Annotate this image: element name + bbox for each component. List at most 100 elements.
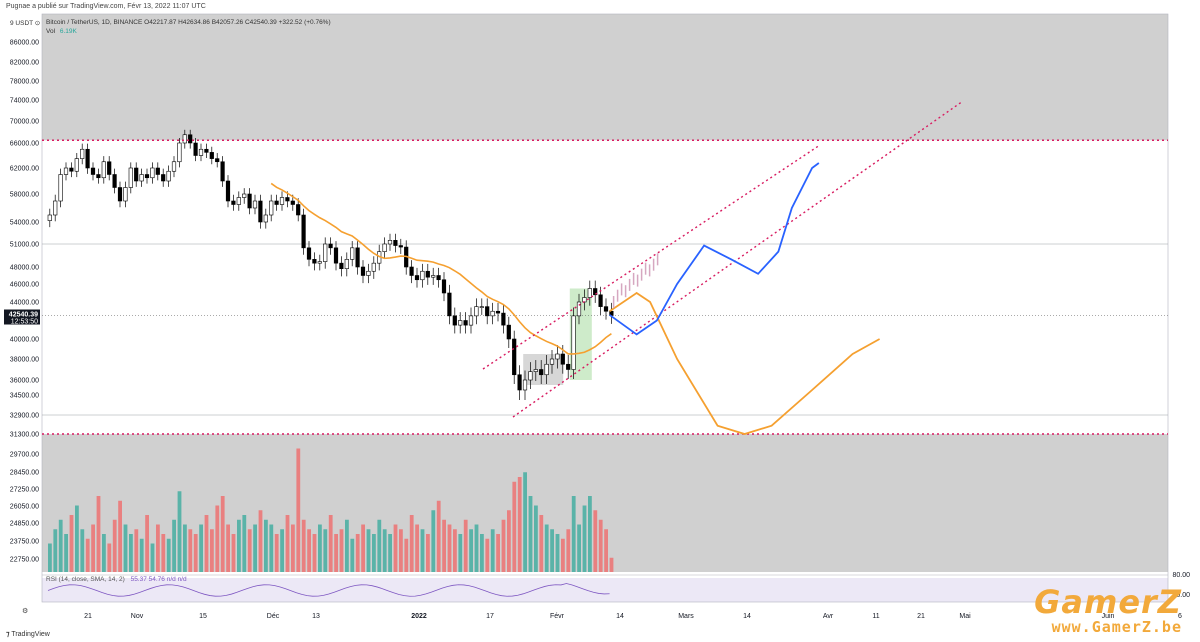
- volume-bar: [323, 529, 328, 572]
- x-tick-label: Avr: [823, 613, 834, 620]
- candle-body: [566, 363, 571, 370]
- candle-body: [96, 174, 101, 179]
- footer-brand[interactable]: ⁊ TradingView: [6, 630, 50, 638]
- volume-bar: [539, 515, 544, 572]
- currency-label: 9 USDT ⊙: [10, 20, 41, 27]
- volume-bar: [296, 448, 301, 572]
- price-tick-label: 34500.00: [10, 393, 39, 400]
- volume-bar: [431, 510, 436, 572]
- x-tick-label: Mai: [959, 613, 971, 620]
- price-tag-bg: [4, 309, 40, 325]
- volume-bar: [555, 534, 560, 572]
- overlays-layer: [42, 100, 1168, 597]
- candle-body: [425, 270, 430, 278]
- candle-body: [333, 247, 339, 264]
- candle-body: [414, 275, 420, 281]
- volume-bar: [415, 524, 419, 572]
- candle-body: [107, 161, 112, 175]
- candle-body: [85, 148, 90, 169]
- volume-tick-label: 27250.00: [10, 487, 39, 494]
- volume-bar: [156, 524, 160, 572]
- volume-bar: [490, 529, 495, 572]
- candle-body: [252, 200, 258, 209]
- candle-body: [339, 262, 344, 269]
- candle-body: [490, 310, 495, 317]
- candle-body: [204, 148, 209, 153]
- volume-bar: [210, 529, 214, 572]
- candle-body: [366, 270, 371, 276]
- candle-body: [479, 306, 484, 308]
- candle-body: [593, 288, 598, 296]
- volume-bar: [48, 543, 52, 572]
- channel-lower: [512, 100, 964, 418]
- candle-body: [328, 243, 333, 249]
- candle-body: [296, 204, 301, 216]
- rsi-line: [47, 583, 610, 597]
- volume-bar: [501, 519, 506, 572]
- volume-bar: [69, 515, 74, 572]
- gear-icon[interactable]: ⚙: [22, 608, 29, 615]
- candle-body: [263, 214, 268, 223]
- candle-body: [501, 312, 506, 326]
- volume-bar: [172, 519, 176, 572]
- volume-bar: [469, 529, 473, 572]
- price-tag-timer: 12:53:50: [11, 319, 38, 326]
- x-tick-label: 14: [616, 613, 624, 620]
- volume-bar: [274, 534, 279, 572]
- price-tick-label: 31300.00: [10, 432, 39, 439]
- candle-body: [387, 240, 393, 245]
- volume-tick-label: 29700.00: [10, 452, 39, 459]
- x-tick-label: 15: [199, 613, 207, 620]
- volume-bar: [177, 491, 182, 572]
- candle-body: [290, 200, 295, 205]
- volume-bar: [507, 510, 511, 572]
- candle-body: [53, 200, 58, 216]
- candle-body: [409, 266, 414, 276]
- x-tick-label: 21: [917, 613, 925, 620]
- candle-body: [420, 270, 425, 281]
- vol-label: Vol: [46, 28, 56, 35]
- volume-bar: [318, 524, 322, 572]
- price-tick-label: 36000.00: [10, 378, 39, 385]
- candle-body: [112, 174, 117, 188]
- volume-bar: [393, 524, 398, 572]
- candle-body: [576, 301, 582, 317]
- volume-bar: [528, 496, 533, 572]
- projection-orange: [609, 291, 881, 435]
- rsi-tick-label: 80.00: [1172, 572, 1190, 579]
- candle-body: [533, 369, 538, 372]
- plot-border: [41, 13, 1169, 603]
- volume-bar: [350, 538, 355, 572]
- price-tick-label: 70000.00: [10, 119, 39, 126]
- candle-body: [80, 148, 85, 159]
- candle-body: [360, 266, 366, 276]
- volume-tick-label: 24850.00: [10, 521, 39, 528]
- volume-bar: [220, 496, 225, 572]
- volume-bar: [258, 510, 263, 572]
- candle-body: [69, 167, 74, 172]
- volume-bar: [280, 529, 284, 572]
- volume-bar: [517, 477, 522, 572]
- settings-button[interactable]: ⚙: [0, 607, 40, 619]
- candle-body: [355, 247, 360, 268]
- candle-body: [463, 320, 468, 326]
- candle-body: [258, 200, 263, 223]
- watermark-logo: GamerZ: [1034, 583, 1182, 621]
- candle-body: [517, 374, 522, 391]
- candle-body: [560, 353, 565, 365]
- candle-body: [441, 279, 447, 294]
- candle-body: [549, 358, 555, 365]
- candle-body: [528, 371, 533, 381]
- candle-body: [474, 306, 479, 317]
- footer-text: TradingView: [11, 631, 50, 638]
- price-tick-label: 44000.00: [10, 300, 39, 307]
- candle-body: [323, 243, 328, 262]
- volume-bar: [53, 529, 58, 572]
- volume-bar: [64, 534, 68, 572]
- volume-bar: [91, 524, 95, 572]
- x-tick-label: Nov: [131, 613, 144, 620]
- volume-bar: [150, 543, 155, 572]
- price-tick-label: 46000.00: [10, 282, 39, 289]
- candle-body: [312, 259, 317, 264]
